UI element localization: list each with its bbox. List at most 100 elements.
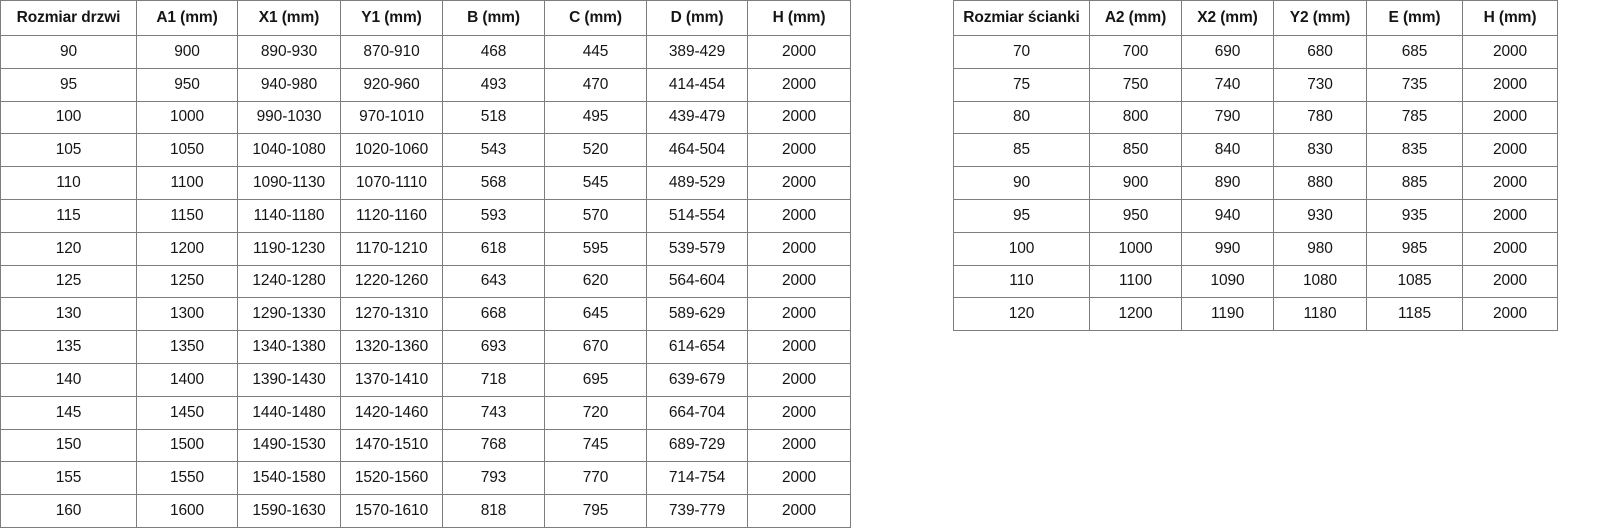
table-cell: 1600	[136, 494, 238, 528]
table-cell: 2000	[747, 395, 851, 430]
table-cell: 1350	[136, 330, 238, 364]
table-cell: 70	[953, 35, 1090, 69]
table-cell: 690	[1181, 35, 1274, 69]
table-cell: 685	[1366, 35, 1463, 69]
table-header-row: Rozmiar drzwi A1 (mm) X1 (mm) Y1 (mm) B (mm)…	[0, 0, 851, 36]
table-row: 120 1200 1190 1180 1185 2000	[953, 297, 1558, 332]
table-cell: 870-910	[340, 35, 443, 69]
table-row: 140 1400 1390-1430 1370-1410 718 695 639-679 20…	[0, 362, 851, 397]
table-cell: 1050	[136, 133, 238, 168]
table-cell: 2000	[1462, 231, 1558, 266]
table-cell: 1200	[1089, 297, 1182, 332]
table-cell: 414-454	[646, 67, 748, 102]
table-cell: 2000	[747, 362, 851, 397]
table-cell: 645	[544, 297, 647, 332]
table-cell: 668	[442, 297, 545, 332]
table-cell: 840	[1181, 133, 1274, 168]
table-cell: 75	[953, 67, 1090, 102]
table-cell: 2000	[1462, 166, 1558, 200]
table-cell: 750	[1089, 67, 1182, 102]
table-cell: 514-554	[646, 198, 748, 233]
table-cell: 2000	[747, 264, 851, 299]
table-cell: 920-960	[340, 67, 443, 102]
table-cell: 1450	[136, 395, 238, 430]
table-row: 130 1300 1290-1330 1270-1310 668 645 589-629 20…	[0, 297, 851, 332]
table-cell: 970-1010	[340, 100, 443, 135]
wall-column-header-3: Y2 (mm)	[1273, 0, 1367, 36]
table-cell: 495	[544, 100, 647, 135]
table-cell: 680	[1273, 35, 1367, 69]
table-cell: 100	[953, 231, 1090, 266]
table-row: 110 1100 1090 1080 1085 2000	[953, 264, 1558, 299]
wall-column-header-1: A2 (mm)	[1089, 0, 1182, 36]
table-cell: 1150	[136, 198, 238, 233]
table-cell: 1190-1230	[237, 231, 341, 266]
table-cell: 1320-1360	[340, 330, 443, 364]
page-root: Rozmiar drzwi A1 (mm) X1 (mm) Y1 (mm) B (mm)…	[0, 0, 1558, 528]
table-row: 125 1250 1240-1280 1220-1260 643 620 564-604 20…	[0, 264, 851, 299]
table-cell: 1290-1330	[237, 297, 341, 332]
table-cell: 664-704	[646, 395, 748, 430]
table-cell: 2000	[1462, 264, 1558, 299]
table-cell: 1300	[136, 297, 238, 332]
table-cell: 1040-1080	[237, 133, 341, 168]
table-row: 80 800 790 780 785 2000	[953, 100, 1558, 135]
table-cell: 1550	[136, 461, 238, 496]
table-cell: 564-604	[646, 264, 748, 299]
table-cell: 468	[442, 35, 545, 69]
table-cell: 950	[1089, 198, 1182, 233]
table-cell: 1270-1310	[340, 297, 443, 332]
table-cell: 620	[544, 264, 647, 299]
table-cell: 2000	[1462, 198, 1558, 233]
table-cell: 693	[442, 330, 545, 364]
table-cell: 80	[953, 100, 1090, 135]
table-cell: 1490-1530	[237, 428, 341, 463]
table-cell: 2000	[1462, 67, 1558, 102]
table-cell: 1100	[136, 166, 238, 200]
table-row: 95 950 940 930 935 2000	[953, 198, 1558, 233]
table-cell: 589-629	[646, 297, 748, 332]
table-cell: 818	[442, 494, 545, 528]
table-cell: 520	[544, 133, 647, 168]
door-dimensions-table-container: Rozmiar drzwi A1 (mm) X1 (mm) Y1 (mm) B (mm)…	[0, 0, 851, 528]
table-cell: 618	[442, 231, 545, 266]
table-cell: 2000	[747, 100, 851, 135]
table-cell: 593	[442, 198, 545, 233]
door-column-header-4: B (mm)	[442, 0, 545, 36]
door-column-header-0: Rozmiar drzwi	[0, 0, 137, 36]
table-cell: 150	[0, 428, 137, 463]
table-cell: 1250	[136, 264, 238, 299]
wall-column-header-0: Rozmiar ścianki	[953, 0, 1090, 36]
table-cell: 1370-1410	[340, 362, 443, 397]
table-cell: 595	[544, 231, 647, 266]
door-column-header-2: X1 (mm)	[237, 0, 341, 36]
table-cell: 155	[0, 461, 137, 496]
table-cell: 850	[1089, 133, 1182, 168]
table-cell: 1390-1430	[237, 362, 341, 397]
table-cell: 800	[1089, 100, 1182, 135]
table-cell: 835	[1366, 133, 1463, 168]
table-cell: 539-579	[646, 231, 748, 266]
table-cell: 95	[953, 198, 1090, 233]
table-row: 120 1200 1190-1230 1170-1210 618 595 539-579 20…	[0, 231, 851, 266]
table-row: 90 900 890-930 870-910 468 445 389-429 2000	[0, 35, 851, 69]
table-cell: 2000	[747, 297, 851, 332]
table-cell: 718	[442, 362, 545, 397]
table-row: 155 1550 1540-1580 1520-1560 793 770 714-754 20…	[0, 461, 851, 496]
table-cell: 735	[1366, 67, 1463, 102]
wall-table-header: Rozmiar ścianki A2 (mm) X2 (mm) Y2 (mm) E (m…	[953, 0, 1558, 36]
table-cell: 1440-1480	[237, 395, 341, 430]
table-cell: 2000	[747, 330, 851, 364]
door-column-header-1: A1 (mm)	[136, 0, 238, 36]
table-cell: 470	[544, 67, 647, 102]
table-cell: 890-930	[237, 35, 341, 69]
table-cell: 980	[1273, 231, 1367, 266]
table-cell: 125	[0, 264, 137, 299]
table-cell: 100	[0, 100, 137, 135]
table-cell: 990-1030	[237, 100, 341, 135]
table-cell: 135	[0, 330, 137, 364]
table-cell: 568	[442, 166, 545, 200]
table-cell: 990	[1181, 231, 1274, 266]
table-cell: 1140-1180	[237, 198, 341, 233]
table-cell: 85	[953, 133, 1090, 168]
